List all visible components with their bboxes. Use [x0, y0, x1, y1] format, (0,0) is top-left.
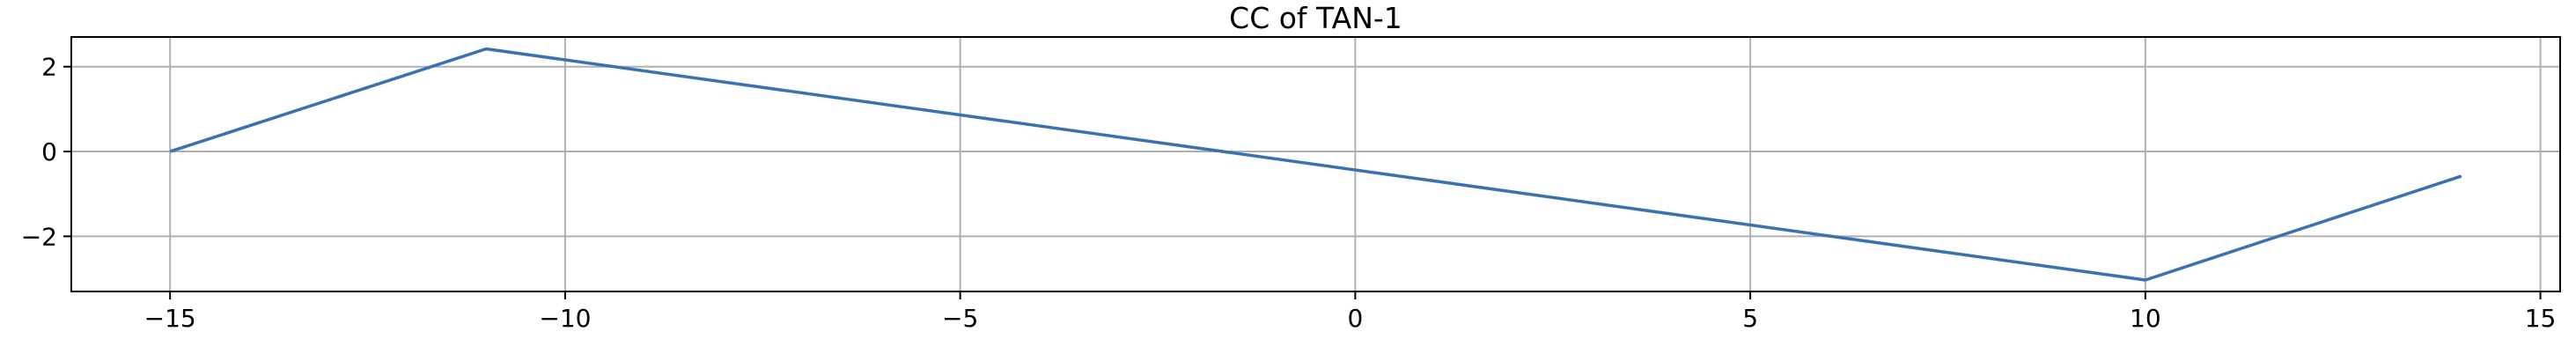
- x-tick-label: −5: [942, 304, 978, 333]
- series-layer: [169, 47, 2462, 282]
- x-tick-label: 5: [1742, 304, 1758, 333]
- x-tick-label: 10: [2130, 304, 2161, 333]
- series-line: [169, 47, 2462, 282]
- y-tick-label: 0: [41, 137, 57, 166]
- axes-frame: [70, 36, 2561, 292]
- x-tick-label: −15: [144, 304, 196, 333]
- tick-marks: [63, 65, 2542, 299]
- y-tick-label: 2: [41, 53, 57, 82]
- grid-lines: [71, 37, 2560, 291]
- y-tick-label: −2: [21, 222, 57, 251]
- x-tick-label: 0: [1347, 304, 1363, 333]
- x-tick-label: 15: [2525, 304, 2557, 333]
- x-tick-label: −10: [539, 304, 591, 333]
- chart-title: CC of TAN-1: [1229, 1, 1402, 35]
- tick-labels: −15 −10 −5 0 5 10 15 −2 0 2: [21, 53, 2557, 333]
